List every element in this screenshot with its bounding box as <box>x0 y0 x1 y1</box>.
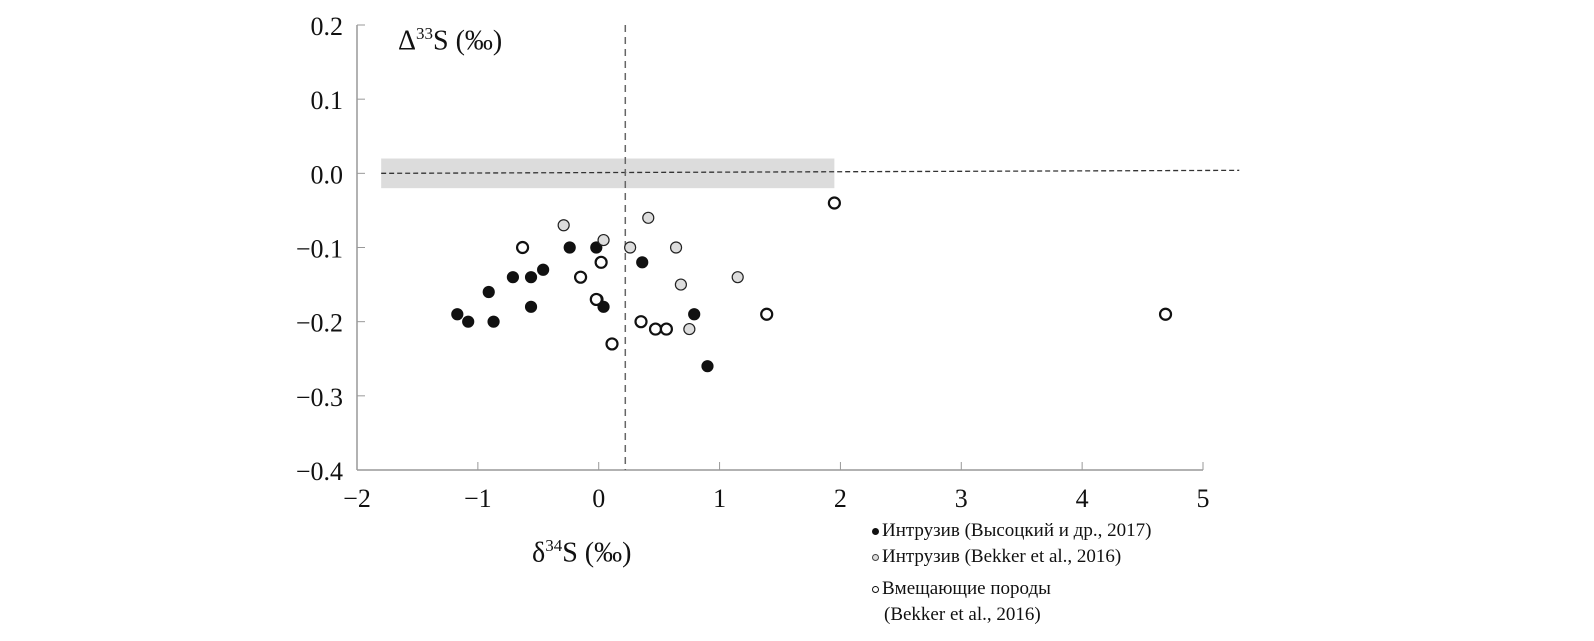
legend-item-3: Вмещающие породы <box>872 576 1151 602</box>
data-point-series-3 <box>589 292 603 307</box>
data-point-series-1 <box>451 308 464 321</box>
data-point-series-3 <box>515 240 530 255</box>
legend: Интрузив (Высоцкий и др., 2017) Интрузив… <box>872 518 1151 628</box>
x-tick-label: 5 <box>1197 484 1210 513</box>
data-point-series-1 <box>524 271 538 284</box>
data-point-series-3 <box>594 255 608 269</box>
legend-label: Интрузив (Высоцкий и др., 2017) <box>882 520 1152 541</box>
data-point-series-3 <box>573 270 588 284</box>
data-point-series-1 <box>636 256 649 269</box>
x-tick-label: 4 <box>1076 484 1089 513</box>
data-point-series-2 <box>669 241 683 254</box>
x-tick-label: 0 <box>592 484 605 513</box>
y-tick-label: 0.2 <box>311 12 344 41</box>
data-point-series-1 <box>537 263 550 276</box>
filled-circle-icon <box>872 528 879 536</box>
open-circle-icon <box>872 586 879 594</box>
x-tick-label: −2 <box>343 484 371 513</box>
data-point-series-1 <box>506 271 520 284</box>
data-point-series-1 <box>590 241 603 254</box>
data-point-series-2 <box>731 271 744 284</box>
legend-label-cont: (Bekker et al., 2016) <box>884 604 1041 625</box>
legend-label: Вмещающие породы <box>882 578 1051 599</box>
data-point-series-3 <box>1158 307 1173 321</box>
data-point-series-3 <box>760 307 774 321</box>
data-point-series-3 <box>648 322 663 336</box>
y-axis-label: Δ33S (‰) <box>398 24 503 57</box>
data-point-series-3 <box>634 315 648 329</box>
data-point-series-1 <box>688 308 701 321</box>
data-point-series-3 <box>605 337 619 351</box>
data-point-series-2 <box>597 233 610 247</box>
x-axis-label: δ34S (‰) <box>532 536 632 569</box>
legend-item-2: Интрузив (Bekker et al., 2016) <box>872 544 1151 570</box>
y-tick-label: −0.2 <box>296 309 343 338</box>
data-point-series-3 <box>827 196 841 210</box>
x-tick-label: 3 <box>955 484 968 513</box>
data-point-series-2 <box>642 211 655 224</box>
legend-label: Интрузив (Bekker et al., 2016) <box>882 546 1122 567</box>
y-tick-label: −0.3 <box>296 383 343 412</box>
data-point-series-1 <box>482 285 495 299</box>
data-point-series-2 <box>683 322 696 336</box>
y-tick-label: −0.4 <box>296 457 343 486</box>
data-point-series-1 <box>524 300 538 313</box>
gray-circle-icon <box>872 554 879 562</box>
data-point-series-1 <box>701 360 714 373</box>
x-tick-label: −1 <box>464 484 492 513</box>
x-tick-label: 2 <box>834 484 847 513</box>
data-point-series-2 <box>624 241 637 254</box>
data-point-series-1 <box>563 241 576 254</box>
y-tick-label: −0.1 <box>296 235 343 264</box>
data-point-series-1 <box>487 315 500 328</box>
data-point-series-2 <box>557 219 570 232</box>
y-tick-label: 0.0 <box>311 160 344 189</box>
reference-line-horizontal <box>381 169 1240 174</box>
legend-item-1: Интрузив (Высоцкий и др., 2017) <box>872 518 1151 544</box>
x-tick-label: 1 <box>713 484 726 513</box>
data-point-series-1 <box>462 315 475 328</box>
y-tick-label: 0.1 <box>311 86 344 115</box>
data-point-series-3 <box>659 322 673 336</box>
data-point-series-2 <box>674 278 687 291</box>
